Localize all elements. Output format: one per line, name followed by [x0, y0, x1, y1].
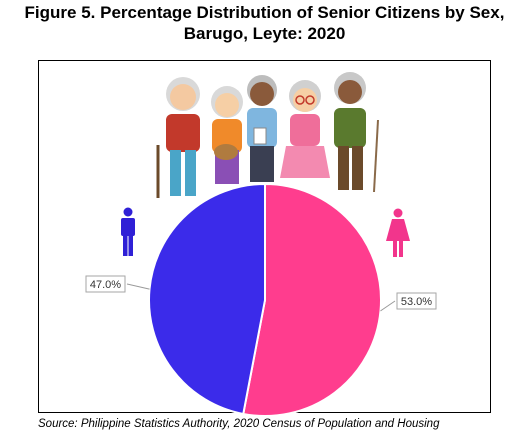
- female-person-icon: [386, 208, 410, 257]
- pie-labels: 53.0% 47.0%: [85, 275, 437, 312]
- source-note: Source: Philippine Statistics Authority,…: [38, 418, 440, 430]
- pie-leader-line: [380, 300, 396, 312]
- pie-label-box: [396, 292, 437, 310]
- pie-slices: [148, 182, 382, 417]
- senior-citizens-group-illustration: [156, 72, 379, 198]
- pie-leader-line: [126, 283, 150, 290]
- pie-label-male: 47.0%: [90, 279, 121, 291]
- male-person-icon: [121, 207, 135, 256]
- chart-title-line-1: Figure 5. Percentage Distribution of Sen…: [24, 3, 505, 22]
- pie-slice-male: [148, 182, 266, 416]
- chart-title: Figure 5. Percentage Distribution of Sen…: [0, 2, 529, 44]
- pie-label-box: [85, 275, 126, 293]
- pie-label-female: 53.0%: [401, 296, 432, 308]
- chart-title-line-2: Barugo, Leyte: 2020: [183, 24, 346, 43]
